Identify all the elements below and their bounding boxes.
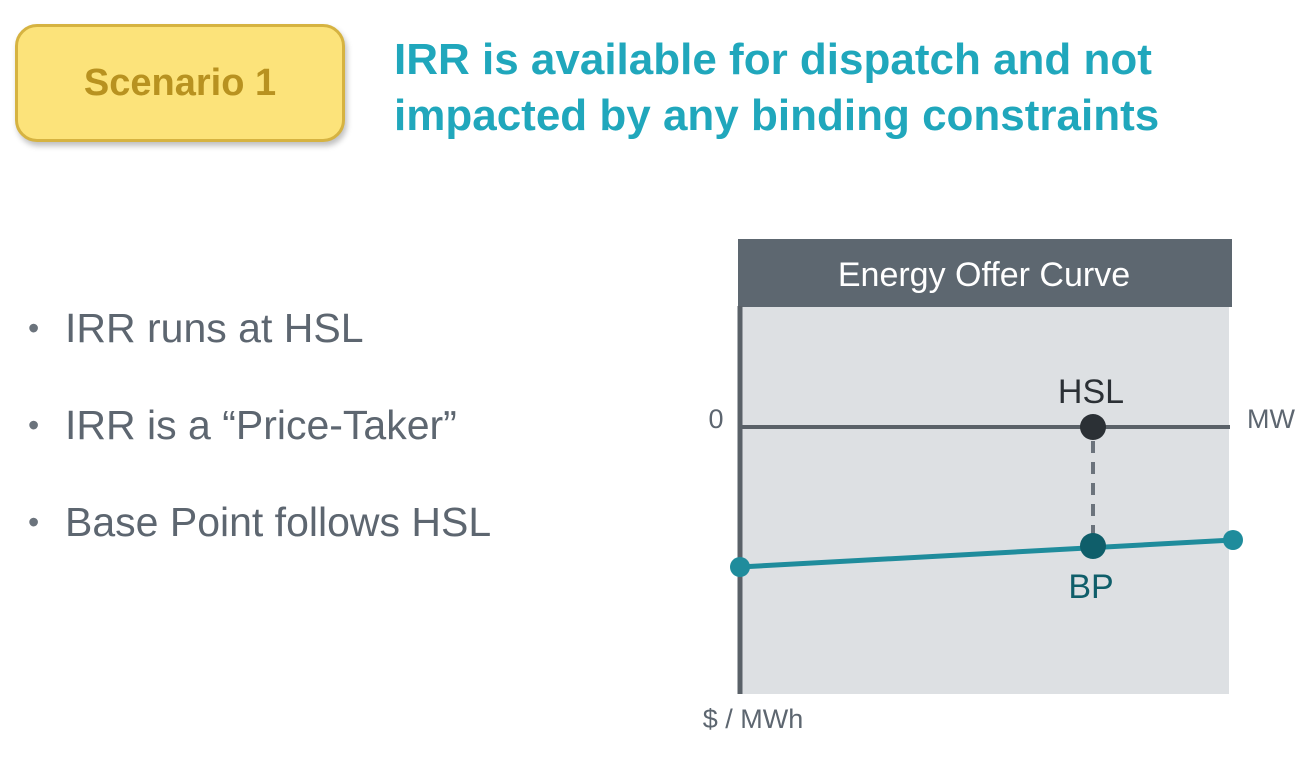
scenario-label: Scenario 1 (83, 61, 277, 104)
y-axis-label: $ / MWh (703, 704, 804, 734)
bp-point (1080, 533, 1106, 559)
bullet-dot-icon: • (28, 407, 40, 443)
x-axis-label: MW (1247, 404, 1295, 434)
bp-label: BP (1068, 568, 1113, 606)
offer-curve-line (739, 537, 1234, 570)
bullet-dot-icon: • (28, 504, 40, 540)
bullet-item: • IRR is a “Price-Taker” (28, 393, 491, 457)
diagram-panel (739, 306, 1229, 694)
title-line-2: impacted by any binding constraints (394, 91, 1160, 140)
curve-end-point (1223, 530, 1243, 550)
bullet-text: Base Point follows HSL (65, 499, 492, 545)
title-line-1: IRR is available for dispatch and not (394, 35, 1152, 84)
page-title: IRR is available for dispatch and not im… (394, 32, 1304, 144)
bullet-list: • IRR runs at HSL • IRR is a “Price-Take… (28, 296, 491, 587)
diagram-title: Energy Offer Curve (838, 256, 1130, 294)
bullet-text: IRR runs at HSL (65, 305, 364, 351)
bullet-dot-icon: • (28, 310, 40, 346)
curve-start-point (730, 557, 750, 577)
bullet-text: IRR is a “Price-Taker” (65, 402, 457, 448)
bullet-item: • Base Point follows HSL (28, 490, 491, 554)
hsl-label: HSL (1058, 373, 1124, 411)
zero-label: 0 (708, 404, 723, 434)
bullet-item: • IRR runs at HSL (28, 296, 491, 360)
diagram-header (738, 239, 1232, 307)
scenario-badge: Scenario 1 (15, 24, 345, 142)
hsl-point (1080, 414, 1106, 440)
